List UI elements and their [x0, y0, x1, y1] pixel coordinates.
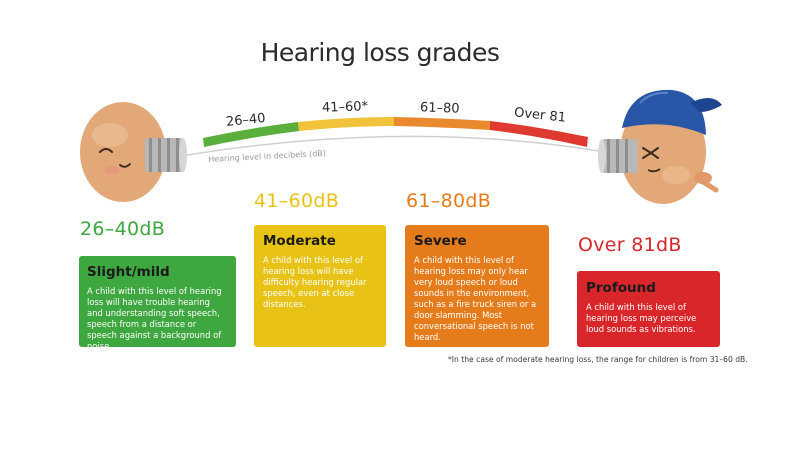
grade-name: Moderate [263, 233, 336, 249]
scale-segment-3 [394, 117, 490, 130]
grade-name: Profound [586, 280, 656, 296]
scale-segment-2 [298, 117, 394, 131]
grade-name: Severe [414, 233, 467, 249]
grade-description: A child with this level of hearing loss … [586, 302, 697, 334]
scale-label-2: 41–60* [321, 99, 369, 116]
scale-segment-4 [490, 121, 588, 147]
range-label-3: 61–80dB [406, 190, 492, 212]
right-egg-character [598, 89, 722, 204]
scale-segment-1 [203, 122, 299, 147]
decibel-scale-band [203, 117, 588, 147]
grade-description: A child with this level of hearing loss … [414, 255, 537, 342]
grade-name: Slight/mild [87, 264, 170, 280]
page-title: Hearing loss grades [260, 38, 500, 67]
grade-card-moderate: Moderate A child with this level of hear… [254, 225, 386, 347]
grade-card-severe: Severe A child with this level of hearin… [405, 225, 549, 347]
grade-description: A child with this level of hearing loss … [263, 255, 367, 309]
tin-can-right [598, 139, 638, 173]
range-label-4: Over 81dB [578, 234, 682, 256]
scale-label-3: 61–80 [419, 100, 460, 117]
range-label-1: 26–40dB [80, 218, 166, 240]
tin-can-left [145, 138, 187, 172]
string-line [169, 135, 606, 159]
grade-description: A child with this level of hearing loss … [87, 286, 222, 351]
cap-icon [622, 89, 722, 135]
grade-card-slight: Slight/mild A child with this level of h… [79, 256, 236, 351]
left-egg-character [80, 102, 187, 202]
range-label-2: 41–60dB [254, 190, 340, 212]
footnote: *In the case of moderate hearing loss, t… [448, 355, 748, 364]
grade-card-profound: Profound A child with this level of hear… [577, 271, 720, 347]
